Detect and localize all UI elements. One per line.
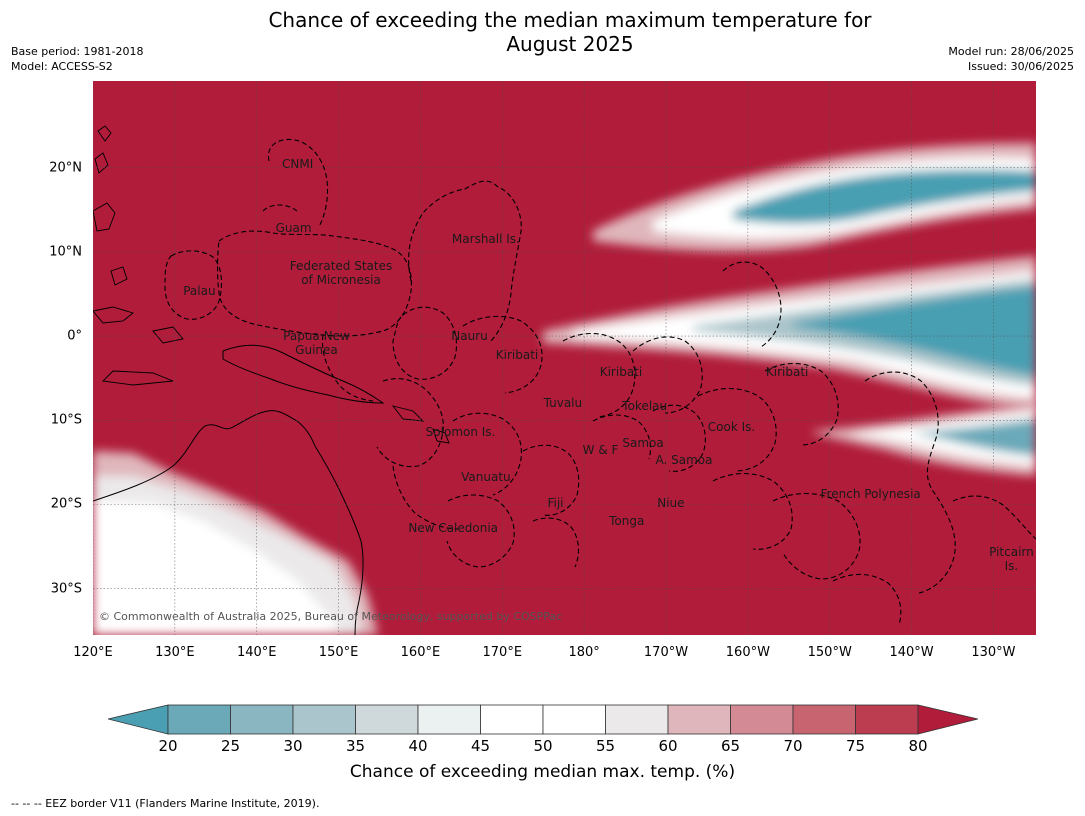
y-tick-label: 10°N	[49, 244, 82, 260]
y-tick-label: 20°S	[50, 496, 82, 512]
place-label: W & F	[582, 442, 619, 457]
place-label: Tonga	[609, 514, 645, 529]
place-label: Vanuatu	[461, 469, 511, 484]
y-tick-label: 30°S	[50, 581, 82, 597]
colorbar-tick-label: 75	[845, 737, 866, 755]
colorbar-label: Chance of exceeding median max. temp. (%…	[349, 762, 736, 782]
y-tick-label: 0°	[67, 328, 82, 344]
place-label: CNMI	[282, 157, 314, 172]
colorbar-segment	[605, 704, 669, 735]
place-label: Tokelau	[622, 398, 668, 413]
x-tick-label: 180°	[568, 645, 600, 660]
place-label: French Polynesia	[820, 486, 921, 501]
place-label: Pitcairn Is.	[989, 545, 1034, 574]
colorbar-segment	[855, 704, 919, 735]
eez-borders	[164, 138, 1036, 626]
colorbar-segment	[792, 704, 856, 735]
model-run: Model run: 28/06/2025	[948, 45, 1074, 58]
eez-legend-note: -- -- -- EEZ border V11 (Flanders Marine…	[11, 797, 320, 810]
australia-anomaly	[93, 451, 378, 635]
colorbar-tick-label: 65	[720, 737, 741, 755]
x-tick-label: 150°E	[318, 645, 359, 660]
place-label: Niue	[657, 495, 685, 510]
colorbar-tick-label: 60	[658, 737, 678, 755]
gridlines	[93, 81, 1036, 635]
equatorial-cool-band	[543, 256, 1036, 411]
model-name: Model: ACCESS-S2	[11, 60, 113, 73]
colorbar-segment	[417, 704, 481, 735]
y-tick-label: 20°N	[49, 160, 82, 176]
x-tick-label: 140°E	[236, 645, 277, 660]
colorbar-tick-label: 35	[345, 737, 366, 755]
x-tick-label: 150°W	[807, 645, 852, 660]
colorbar-segment	[667, 704, 731, 735]
colorbar-tick-label: 45	[470, 737, 491, 755]
place-label: New Caledonia	[408, 521, 499, 536]
x-tick-label: 170°E	[482, 645, 523, 660]
place-label: Marshall Is.	[451, 232, 520, 247]
colorbar-segment	[542, 704, 606, 735]
place-label: Cook Is.	[707, 420, 756, 435]
place-label: Nauru	[451, 329, 488, 344]
place-label: Papua New Guinea	[283, 328, 350, 357]
colorbar-segment	[480, 704, 544, 735]
x-tick-label: 130°E	[155, 645, 195, 660]
colorbar-tick-label: 80	[908, 737, 928, 755]
x-tick-label: 160°E	[400, 645, 441, 660]
copyright-note: © Commonwealth of Australia 2025, Bureau…	[99, 610, 563, 623]
colorbar-min-extend	[108, 704, 169, 735]
issued-date: Issued: 30/06/2025	[967, 60, 1074, 73]
north-cool-band	[593, 143, 1036, 252]
place-label: Tuvalu	[543, 396, 583, 411]
colorbar-segment	[167, 704, 231, 735]
place-label: Kiribati	[599, 365, 643, 380]
colorbar-tick-label: 20	[158, 737, 178, 755]
map-title: Chance of exceeding the median maximum t…	[268, 8, 872, 56]
colorbar-segment	[355, 704, 419, 735]
place-label: Kiribati	[765, 365, 809, 380]
colorbar-tick-label: 70	[783, 737, 803, 755]
map-panel	[93, 81, 1036, 635]
x-tick-label: 160°W	[725, 645, 770, 660]
meta-right: Model run: 28/06/2025 Issued: 30/06/2025	[948, 44, 1074, 74]
place-label: Palau	[183, 284, 216, 299]
colorbar-max-extend	[917, 704, 978, 735]
x-tick-label: 140°W	[889, 645, 934, 660]
colorbar-tick-label: 40	[408, 737, 428, 755]
x-tick-label: 170°W	[643, 645, 689, 660]
place-label: Federated States of Micronesia	[289, 258, 393, 287]
meta-left: Base period: 1981-2018 Model: ACCESS-S2	[11, 44, 143, 74]
south-cool-band	[813, 401, 1036, 476]
colorbar-tick-label: 50	[533, 737, 553, 755]
place-label: Kiribati	[495, 348, 539, 363]
new-guinea-outline	[222, 344, 385, 404]
colorbar-tick-label: 30	[283, 737, 303, 755]
australia-coastline	[93, 410, 364, 635]
colorbar-segment	[730, 704, 794, 735]
place-label: Samoa	[622, 436, 664, 451]
y-tick-label: 10°S	[50, 412, 82, 428]
colorbar-segment	[230, 704, 294, 735]
place-label: Fiji	[547, 495, 564, 510]
colorbar-tick-label: 25	[220, 737, 241, 755]
colorbar	[108, 704, 978, 735]
x-tick-label: 120°E	[73, 645, 113, 660]
place-label: A. Samoa	[655, 452, 713, 467]
place-label: Solomon Is.	[425, 425, 496, 440]
x-tick-label: 130°W	[971, 645, 1016, 660]
place-label: Guam	[275, 221, 312, 236]
island-outlines	[93, 125, 450, 444]
base-period: Base period: 1981-2018	[11, 45, 144, 58]
colorbar-segment	[292, 704, 356, 735]
colorbar-tick-label: 55	[595, 737, 616, 755]
